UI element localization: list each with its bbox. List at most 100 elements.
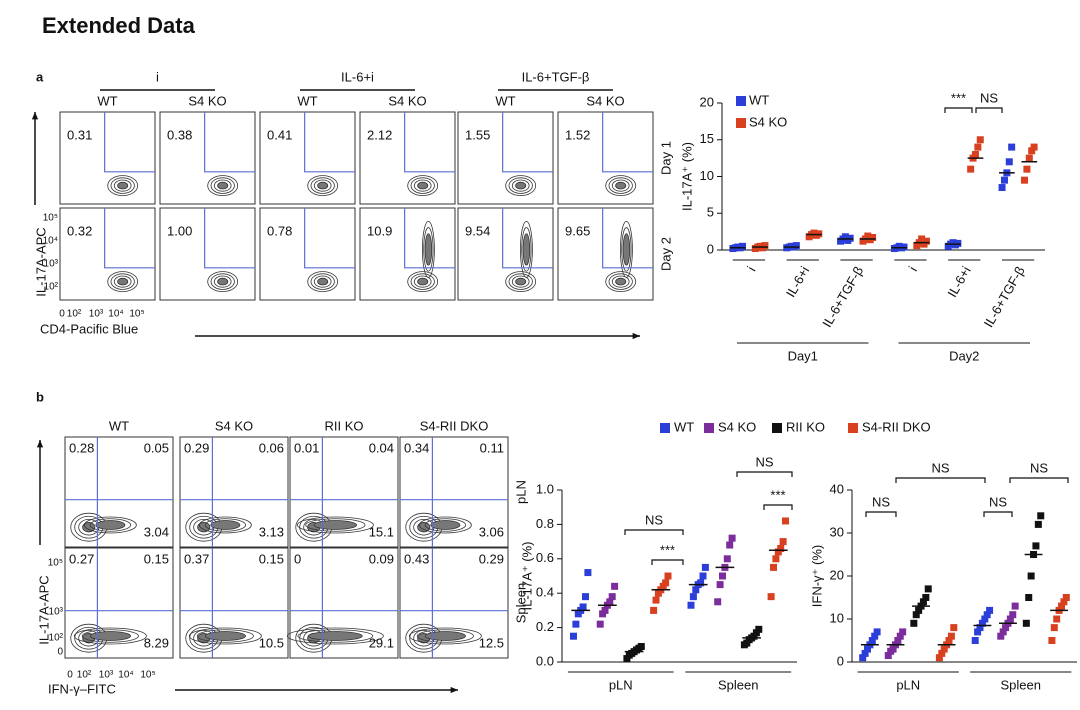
data-point	[601, 606, 609, 614]
contour	[410, 273, 435, 290]
data-point	[637, 643, 645, 651]
axis-tick: 10²	[44, 282, 59, 293]
legend-swatch	[772, 423, 782, 433]
data-point	[947, 632, 955, 640]
data-point	[1020, 176, 1028, 184]
data-point	[772, 555, 780, 563]
y-tick-label: 20	[700, 94, 714, 109]
data-point	[716, 581, 724, 589]
contour	[95, 520, 126, 530]
data-point	[861, 649, 869, 657]
data-point	[976, 624, 984, 632]
annotation: NS	[1030, 460, 1048, 475]
data-point	[894, 637, 902, 644]
data-point	[726, 541, 734, 549]
y-tick-label: 0	[707, 241, 714, 256]
bracket	[763, 504, 793, 510]
data-point	[976, 136, 984, 144]
data-point	[896, 632, 904, 640]
y-tick-label: 40	[830, 481, 844, 496]
y-tick-label: 30	[830, 524, 844, 539]
data-point	[935, 654, 943, 662]
panel-label: a	[36, 69, 44, 84]
data-point	[1009, 611, 1017, 619]
gate	[104, 112, 155, 173]
contour	[407, 175, 439, 197]
contour	[89, 631, 131, 641]
axis-tick: 10³	[89, 309, 104, 320]
quadrant-percent: 0.15	[259, 551, 284, 566]
data-point	[841, 233, 849, 241]
y-tick-label: 5	[707, 205, 714, 220]
data-point	[1005, 158, 1013, 166]
contour	[423, 227, 434, 272]
contour	[313, 179, 332, 192]
axis-label: IL-17A-APC	[33, 227, 48, 296]
data-point	[1002, 624, 1010, 632]
data-point	[986, 606, 994, 614]
contour	[417, 522, 431, 533]
data-point	[767, 593, 775, 601]
x-tick-label: Spleen	[718, 677, 758, 692]
y-tick-label: 0	[837, 653, 844, 668]
data-point	[997, 632, 1005, 640]
quadrant-percent: 0.15	[144, 551, 169, 566]
axis-tick: 10²	[77, 670, 92, 681]
data-point	[608, 593, 616, 601]
group-label: Day2	[949, 348, 979, 363]
data-point	[1048, 637, 1056, 644]
column-label: WT	[97, 93, 117, 108]
data-point	[1062, 594, 1070, 601]
bracket	[651, 559, 684, 565]
row-label: Day 1	[658, 141, 673, 175]
contour	[408, 627, 482, 645]
contour	[196, 629, 254, 643]
contour	[417, 181, 429, 190]
y-tick-label: 0.6	[536, 550, 554, 565]
contour	[313, 520, 358, 530]
gate-percent: 1.52	[565, 127, 590, 142]
annotation: ***	[660, 542, 675, 557]
arrow-head	[632, 332, 640, 340]
data-point	[1032, 542, 1040, 550]
data-point	[611, 582, 619, 590]
quadrant-percent: 0.11	[480, 440, 504, 455]
data-point	[569, 632, 577, 640]
annotation: NS	[989, 494, 1007, 509]
contour	[611, 179, 630, 192]
data-point	[1000, 176, 1008, 184]
contour	[407, 271, 439, 293]
contour	[313, 275, 332, 288]
axis-tick: 0	[59, 309, 65, 320]
contour	[621, 227, 632, 272]
contour	[308, 631, 363, 641]
contour	[307, 271, 339, 293]
contour	[213, 179, 232, 192]
contour	[421, 220, 435, 278]
gate-percent: 0.78	[267, 223, 292, 238]
contour	[317, 181, 329, 190]
axis-tick: 10³	[44, 259, 59, 270]
quadrant-percent: 0.05	[144, 440, 169, 455]
legend-label: WT	[749, 92, 769, 107]
contour	[286, 627, 384, 645]
contour	[210, 520, 241, 530]
flow-plot	[159, 111, 256, 205]
gate	[502, 112, 553, 173]
data-point	[606, 598, 614, 606]
x-tick-label: Spleen	[1001, 677, 1041, 692]
x-tick-label: i	[906, 264, 920, 274]
quadrant-percent: 0.27	[69, 551, 94, 566]
contour	[505, 175, 537, 197]
contour	[204, 631, 246, 641]
data-point	[983, 611, 991, 619]
x-tick-label: IL-6+TGF-β	[819, 264, 866, 330]
data-point	[869, 234, 877, 242]
contour	[207, 271, 239, 293]
y-axis-label: IL-17A⁺ (%)	[519, 542, 534, 611]
axis-tick: 10³	[99, 670, 114, 681]
column-label: WT	[297, 93, 317, 108]
gate-percent: 0.41	[267, 127, 292, 142]
y-tick-label: 1.0	[536, 481, 554, 496]
data-point	[864, 232, 872, 240]
